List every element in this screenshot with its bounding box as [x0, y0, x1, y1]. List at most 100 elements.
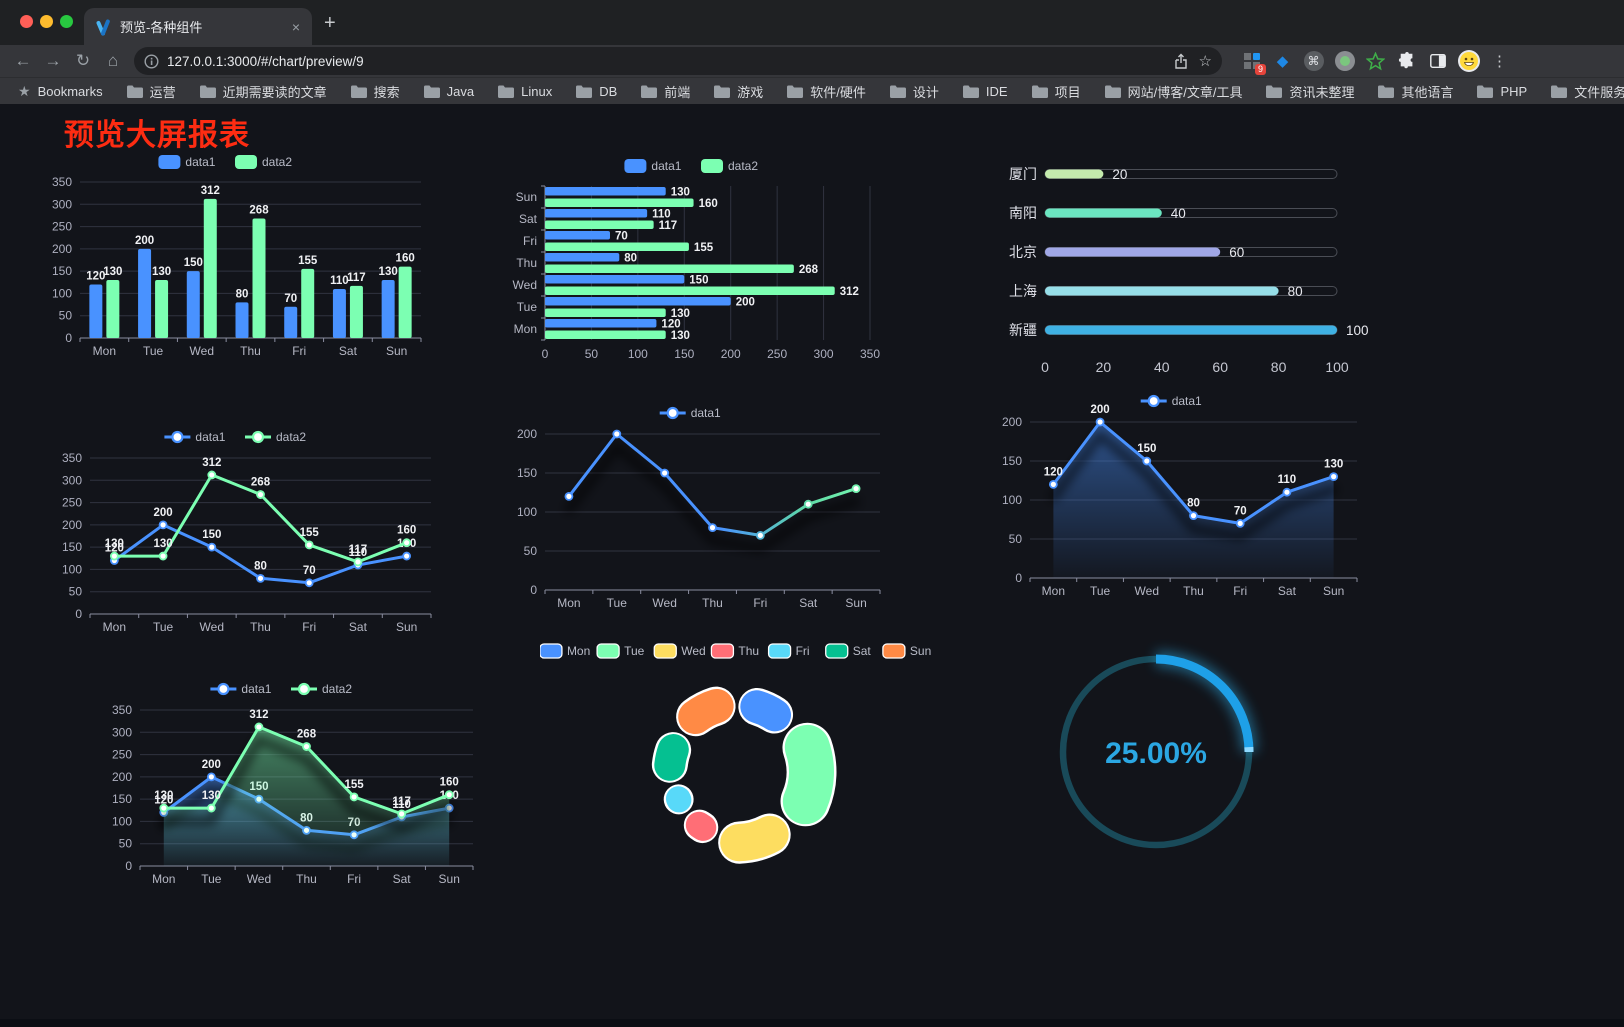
- data-point[interactable]: [1095, 417, 1105, 427]
- percentage-gauge-chart[interactable]: 25.00%: [1040, 632, 1280, 880]
- legend-item-data2[interactable]: data2: [245, 430, 306, 444]
- bar[interactable]: [545, 308, 666, 318]
- legend-item-data2[interactable]: data2: [701, 159, 758, 173]
- legend-item-Tue[interactable]: Tue: [596, 643, 645, 659]
- legend-item-Mon[interactable]: Mon: [540, 643, 590, 659]
- window-close-button[interactable]: [20, 15, 33, 28]
- pie-slice-Wed[interactable]: [720, 815, 789, 862]
- bookmark-folder[interactable]: 游戏: [714, 82, 763, 101]
- extension-record-icon[interactable]: [1329, 45, 1360, 77]
- pie-slice-Sun[interactable]: [678, 688, 734, 735]
- bookmarks-star-icon[interactable]: ★: [18, 82, 31, 99]
- data-point[interactable]: [803, 499, 813, 509]
- grouped-bar-chart[interactable]: data1 data2 0 50 100 150 200 250 300 350 Mon Tue Wed…: [35, 148, 435, 366]
- legend-item-Sat[interactable]: Sat: [825, 643, 872, 659]
- legend-item-Thu[interactable]: Thu: [710, 643, 759, 659]
- data-point[interactable]: [349, 792, 359, 802]
- data-point[interactable]: [254, 722, 264, 732]
- bookmark-folder[interactable]: 搜索: [350, 82, 400, 101]
- bar[interactable]: [545, 275, 685, 284]
- data-point[interactable]: [158, 520, 168, 530]
- bar[interactable]: [545, 319, 657, 328]
- pie-slice-Sat[interactable]: [654, 734, 689, 781]
- bar[interactable]: [545, 220, 654, 230]
- bookmark-folder[interactable]: 文件服务器: [1551, 82, 1624, 101]
- bookmark-star-icon[interactable]: ☆: [1198, 53, 1212, 70]
- bookmark-folder[interactable]: 运营: [126, 82, 176, 101]
- data-point[interactable]: [159, 803, 169, 813]
- window-maximize-button[interactable]: [60, 15, 73, 28]
- bookmark-folder[interactable]: DB: [576, 84, 617, 99]
- data-point[interactable]: [660, 468, 670, 478]
- window-minimize-button[interactable]: [40, 15, 53, 28]
- data-point[interactable]: [109, 551, 119, 561]
- data-point[interactable]: [755, 530, 765, 540]
- progress-row-北京[interactable]: 北京 60: [1009, 244, 1338, 260]
- bar[interactable]: [545, 297, 731, 306]
- bookmark-folder[interactable]: PHP: [1477, 84, 1527, 99]
- bookmark-folder[interactable]: 设计: [889, 82, 939, 101]
- data-point[interactable]: [304, 578, 314, 588]
- bar[interactable]: [89, 284, 103, 338]
- legend-item-Wed[interactable]: Wed: [653, 643, 706, 659]
- forward-icon[interactable]: →: [44, 51, 62, 70]
- data-point[interactable]: [1189, 511, 1198, 520]
- share-icon[interactable]: [1173, 53, 1189, 70]
- data-point[interactable]: [444, 790, 454, 800]
- data-point[interactable]: [158, 551, 168, 561]
- bar[interactable]: [545, 209, 648, 218]
- data-point[interactable]: [256, 573, 265, 583]
- data-point[interactable]: [851, 484, 861, 493]
- back-icon[interactable]: ←: [14, 51, 32, 70]
- area-line-chart[interactable]: data1 0 50 100 150 200 Mon Tue Wed Thu Fri Sat Sun 12…: [985, 388, 1377, 606]
- bar[interactable]: [381, 280, 395, 338]
- bar[interactable]: [138, 248, 152, 338]
- new-tab-button[interactable]: +: [324, 12, 336, 34]
- progress-row-上海[interactable]: 上海 80: [1009, 283, 1338, 299]
- bar[interactable]: [284, 306, 298, 338]
- legend-item-data1[interactable]: data1: [158, 155, 216, 169]
- sidebar-toggle-icon[interactable]: [1422, 45, 1453, 77]
- data-point[interactable]: [1282, 487, 1292, 497]
- pie-slice-Thu[interactable]: [685, 811, 717, 841]
- home-icon[interactable]: ⌂: [107, 51, 119, 70]
- bookmark-folder[interactable]: 软件/硬件: [787, 82, 866, 101]
- data-point[interactable]: [612, 429, 622, 439]
- pie-slice-Tue[interactable]: [782, 724, 834, 825]
- extension-star-icon[interactable]: [1360, 45, 1391, 77]
- address-bar[interactable]: 127.0.0.1:3000/#/chart/preview/9 ☆: [134, 47, 1222, 75]
- data-point[interactable]: [256, 490, 265, 499]
- data-point[interactable]: [304, 540, 314, 550]
- data-point[interactable]: [207, 542, 217, 552]
- data-point[interactable]: [708, 523, 717, 532]
- extension-gem-icon[interactable]: ◆: [1276, 53, 1289, 70]
- extension-command-icon[interactable]: ⌘: [1298, 45, 1329, 77]
- bar[interactable]: [545, 242, 689, 252]
- data-point[interactable]: [302, 742, 311, 751]
- bar[interactable]: [545, 231, 610, 240]
- browser-tab[interactable]: 预览-各种组件 ×: [84, 8, 312, 45]
- bar[interactable]: [252, 218, 266, 338]
- tab-close-icon[interactable]: ×: [291, 18, 300, 35]
- data-point[interactable]: [397, 809, 407, 819]
- bar[interactable]: [155, 280, 169, 338]
- bookmark-folder[interactable]: 近期需要读的文章: [199, 82, 327, 101]
- bookmark-folder[interactable]: 前端: [641, 82, 690, 101]
- profile-avatar[interactable]: [1453, 45, 1484, 77]
- bookmark-folder[interactable]: 其他语言: [1378, 82, 1453, 101]
- site-info-icon[interactable]: [144, 53, 159, 69]
- legend-item-data1[interactable]: data1: [659, 406, 721, 420]
- extension-grid-icon[interactable]: 9: [1236, 45, 1267, 77]
- bar[interactable]: [301, 268, 315, 338]
- progress-row-厦门[interactable]: 厦门 20: [1009, 166, 1338, 182]
- bookmark-folder[interactable]: IDE: [962, 84, 1008, 99]
- bar[interactable]: [545, 253, 620, 262]
- data-point[interactable]: [206, 772, 216, 782]
- gradient-line-chart[interactable]: data1 0 50 100 150 200 Mon Tue Wed Thu Fri Sat Sun: [500, 400, 900, 618]
- bar[interactable]: [545, 264, 794, 274]
- legend-item-Fri[interactable]: Fri: [767, 643, 810, 659]
- bar[interactable]: [545, 330, 666, 340]
- bar[interactable]: [186, 271, 200, 338]
- url-text[interactable]: 127.0.0.1:3000/#/chart/preview/9: [167, 53, 364, 69]
